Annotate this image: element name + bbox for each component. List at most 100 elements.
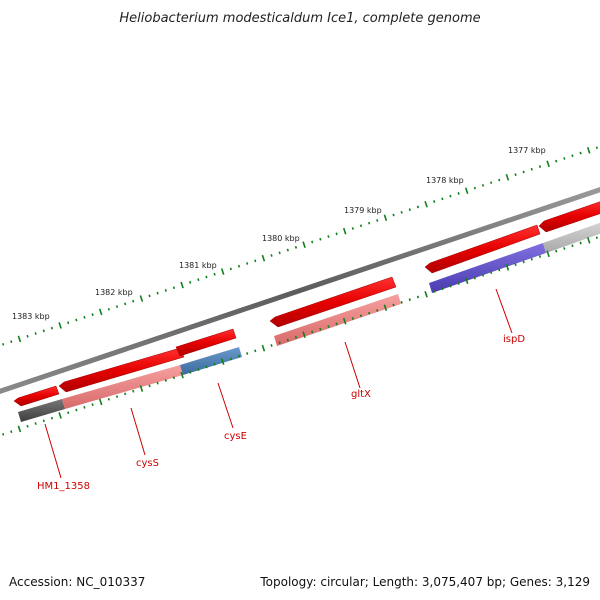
inner-ring-tick	[473, 276, 476, 280]
inner-ring-tick	[481, 274, 485, 277]
outer-ring-tick	[254, 259, 257, 263]
kbp-label-1379: 1379 kbp	[344, 206, 382, 215]
inner-ring-tick	[514, 263, 517, 267]
outer-ring-tick	[278, 251, 281, 255]
kbp-label-1382: 1382 kbp	[95, 288, 133, 297]
inner-ring-tick	[498, 268, 501, 272]
inner-ring-tick	[464, 277, 469, 285]
outer-ring-tick	[546, 160, 550, 168]
inner-ring-tick	[34, 422, 37, 425]
cds-hm1-1358[interactable]	[18, 399, 65, 422]
inner-ring-tick	[579, 241, 582, 245]
genome-backbone	[0, 187, 600, 394]
outer-ring-tick	[383, 214, 388, 222]
map-title: Heliobacterium modesticaldum Ice1, compl…	[119, 11, 480, 26]
gene-arrow-hm1-1358[interactable]	[13, 385, 60, 407]
outer-ring-tick	[457, 192, 460, 195]
gene-arrow-cyse[interactable]	[175, 328, 237, 357]
inner-ring-tick	[237, 354, 241, 358]
outer-ring-tick	[408, 208, 411, 212]
inner-ring-tick	[294, 335, 298, 339]
gene-label-ispd[interactable]: ispD	[503, 334, 525, 345]
inner-ring-tick	[319, 327, 322, 331]
gene-arrow-gltx[interactable]	[269, 276, 397, 328]
inner-ring-tick	[197, 368, 200, 372]
inner-ring-tick	[17, 425, 22, 433]
inner-ring-tick	[189, 370, 192, 374]
outer-ring-tick	[172, 286, 176, 290]
outer-ring-tick	[498, 178, 501, 182]
outer-ring-tick	[335, 232, 338, 236]
outer-ring-tick	[595, 146, 598, 150]
outer-ring-tick	[530, 167, 533, 171]
inner-ring-tick	[335, 322, 338, 326]
outer-ring-tick	[205, 275, 208, 279]
gene-arrow-next[interactable]	[538, 200, 600, 233]
cds-cyss[interactable]	[62, 365, 183, 409]
inner-ring-tick	[416, 295, 420, 299]
outer-ring-tick	[392, 213, 395, 217]
inner-ring-tick	[571, 244, 574, 248]
inner-ring-tick	[530, 257, 533, 261]
outer-ring-tick	[514, 173, 517, 177]
inner-ring-tick	[546, 250, 550, 258]
outer-ring-tick	[433, 200, 436, 203]
outer-ring-tick	[286, 248, 289, 252]
inner-ring-tick	[342, 317, 347, 325]
inner-ring-tick	[107, 397, 110, 401]
inner-tick-ring	[2, 236, 598, 436]
outer-ring-tick	[261, 254, 266, 262]
outer-ring-tick	[441, 197, 444, 201]
inner-ring-tick	[180, 371, 184, 379]
outer-ring-tick	[571, 154, 574, 158]
outer-ring-tick	[107, 307, 110, 311]
outer-ring-tick	[83, 315, 86, 319]
gene-arrow-ispd[interactable]	[424, 224, 541, 274]
outer-ring-tick	[197, 278, 200, 282]
kbp-label-1383: 1383 kbp	[12, 312, 50, 321]
inner-ring-tick	[351, 317, 354, 320]
outer-ring-tick	[220, 268, 225, 275]
gene-label-cyse[interactable]: cysE	[224, 431, 247, 442]
inner-ring-tick	[392, 303, 395, 307]
gene-label-gltx[interactable]: gltX	[351, 389, 371, 400]
inner-ring-tick	[2, 432, 5, 436]
outer-ring-tick	[376, 219, 379, 222]
outer-ring-tick	[75, 318, 78, 322]
outer-ring-tick	[156, 291, 159, 295]
leader-gltx	[344, 341, 361, 389]
cds-track	[18, 221, 600, 422]
inner-ring-tick	[278, 341, 281, 345]
cds-ispd[interactable]	[429, 243, 546, 293]
cds-next[interactable]	[543, 221, 600, 253]
kbp-label-1377: 1377 kbp	[508, 146, 546, 155]
inner-ring-tick	[58, 412, 62, 419]
outer-ring-tick	[351, 227, 354, 230]
gene-arrow-cyss[interactable]	[58, 347, 185, 393]
outer-ring-tick	[319, 237, 322, 241]
accession-text: Accession: NC_010337	[9, 575, 145, 589]
outer-ring-tick	[302, 241, 306, 248]
cds-gltx[interactable]	[274, 294, 401, 346]
cds-cyse[interactable]	[180, 347, 242, 375]
inner-ring-tick	[124, 392, 127, 396]
outer-ring-tick	[246, 262, 249, 265]
inner-ring-tick	[327, 325, 330, 328]
outer-ring-tick	[464, 187, 469, 195]
inner-ring-tick	[91, 403, 94, 407]
inner-ring-tick	[67, 411, 70, 415]
outer-ring-tick	[237, 264, 241, 268]
outer-ring-tick	[124, 302, 127, 306]
outer-ring-tick	[538, 165, 542, 168]
inner-ring-tick	[408, 298, 411, 302]
outer-ring-tick	[189, 280, 192, 284]
gene-label-cyss[interactable]: cysS	[136, 458, 159, 469]
outer-ring-tick	[424, 200, 428, 208]
gene-label-hm1-1358[interactable]: HM1_1358	[37, 481, 90, 492]
inner-ring-tick	[586, 237, 591, 244]
outer-ring-tick	[213, 272, 216, 276]
leader-cyss	[130, 407, 146, 456]
inner-ring-tick	[132, 389, 135, 393]
leader-hm1-1358	[44, 423, 62, 479]
inner-ring-tick	[261, 344, 266, 352]
